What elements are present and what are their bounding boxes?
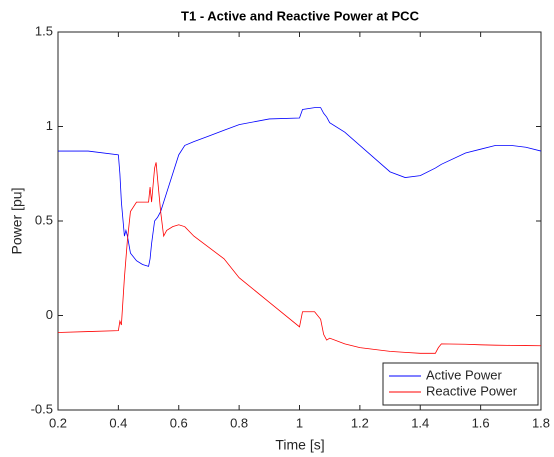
- y-tick-label: -0.5: [31, 401, 53, 416]
- y-tick-label: 1: [46, 118, 53, 133]
- x-tick-label: 0.8: [230, 415, 248, 430]
- x-tick-label: 1.6: [472, 415, 490, 430]
- x-tick-label: 1: [296, 415, 303, 430]
- data-line: [57, 162, 542, 354]
- plot-area: [57, 31, 542, 411]
- y-tick-label: 0.5: [35, 212, 53, 227]
- x-tick-label: 1.4: [411, 415, 429, 430]
- y-tick-label: 1.5: [35, 23, 53, 38]
- x-tick-label: 1.8: [532, 415, 550, 430]
- data-line: [58, 107, 542, 267]
- legend-box: [382, 362, 539, 406]
- x-axis-label: Time [s]: [275, 437, 324, 453]
- x-tick-label: 0.6: [170, 415, 188, 430]
- y-tick-label: 0: [46, 307, 53, 322]
- x-tick-label: 1.2: [351, 415, 369, 430]
- legend-label: Reactive Power: [426, 383, 518, 398]
- chart-title: T1 - Active and Reactive Power at PCC: [181, 8, 420, 23]
- legend-label: Active Power: [426, 367, 503, 382]
- y-axis-label: Power [pu]: [9, 188, 25, 255]
- x-tick-label: 0.4: [109, 415, 127, 430]
- x-tick-label: 0.2: [49, 415, 67, 430]
